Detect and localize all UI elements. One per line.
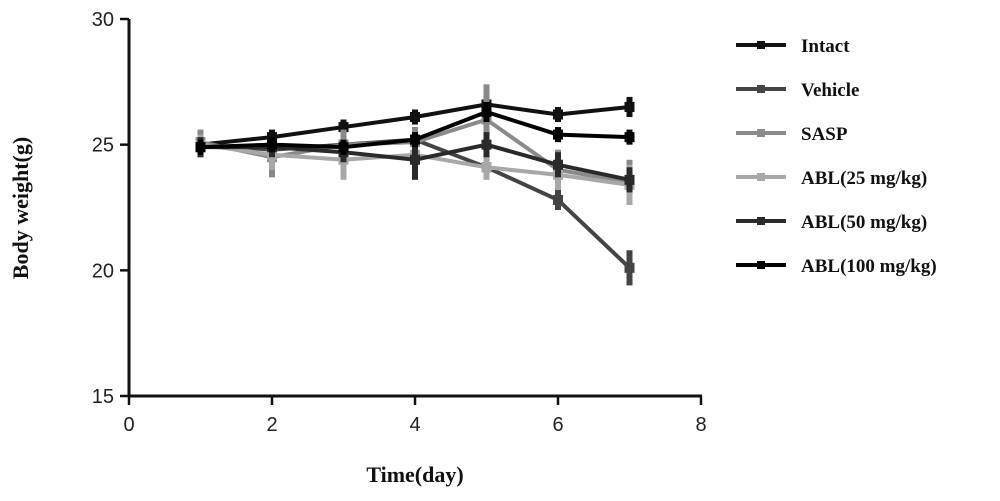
- data-point: [624, 174, 635, 185]
- y-tick-label: 15: [92, 386, 114, 408]
- legend-marker: [757, 41, 765, 49]
- legend-item: ABL(50 mg/kg): [736, 212, 927, 233]
- legend-marker: [757, 129, 765, 137]
- data-point: [195, 142, 206, 153]
- data-point: [338, 122, 349, 133]
- x-tick-label: 4: [409, 414, 420, 436]
- legend-label: SASP: [801, 124, 848, 145]
- legend-item: ABL(25 mg/kg): [736, 168, 927, 189]
- legend-item: Vehicle: [736, 80, 859, 101]
- legend-label: ABL(50 mg/kg): [801, 212, 927, 233]
- legend-marker: [757, 261, 765, 269]
- x-tick-label: 6: [552, 414, 563, 436]
- legend-item: SASP: [736, 124, 848, 145]
- x-axis-label: Time(day): [366, 462, 463, 487]
- x-tick-label: 2: [266, 414, 277, 436]
- y-tick-label: 30: [92, 9, 114, 31]
- y-axis-label: Body weight(g): [8, 137, 33, 279]
- data-point: [267, 139, 277, 150]
- legend-label: ABL(25 mg/kg): [801, 168, 927, 189]
- x-tick-label: 8: [695, 414, 706, 436]
- x-tick-label: 0: [123, 414, 134, 436]
- data-point: [481, 106, 492, 117]
- legend-marker: [757, 173, 765, 181]
- data-point: [481, 162, 492, 173]
- data-point: [338, 142, 349, 153]
- data-point: [410, 134, 420, 145]
- data-point: [553, 159, 563, 170]
- data-point: [410, 112, 420, 123]
- axes: [127, 19, 702, 398]
- series-5: [195, 101, 635, 155]
- legend-label: Intact: [801, 36, 850, 57]
- data-point: [410, 154, 420, 165]
- data-point: [624, 262, 635, 273]
- data-point: [624, 132, 635, 143]
- legend-item: Intact: [736, 36, 850, 57]
- legend-label: Vehicle: [801, 80, 859, 101]
- y-tick-label: 20: [92, 260, 114, 282]
- legend-marker: [757, 85, 765, 93]
- data-point: [553, 129, 563, 140]
- data-point: [553, 194, 563, 205]
- y-tick-label: 25: [92, 135, 114, 157]
- legend-marker: [757, 217, 765, 225]
- data-point: [624, 101, 635, 112]
- data-point: [553, 109, 563, 120]
- data-point: [481, 139, 492, 150]
- legend-item: ABL(100 mg/kg): [736, 256, 937, 277]
- legend-label: ABL(100 mg/kg): [801, 256, 937, 277]
